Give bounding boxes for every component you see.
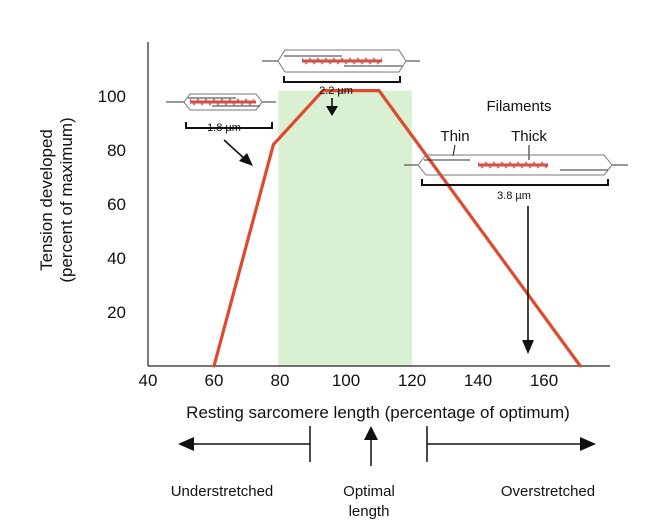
optimal-label-line1: Optimal bbox=[343, 483, 395, 500]
overstretched-label: Overstretched bbox=[501, 483, 595, 500]
x-axis-label: Resting sarcomere length (percentage of … bbox=[186, 403, 570, 422]
tension-point bbox=[377, 89, 381, 93]
y-tick-label: 20 bbox=[107, 303, 126, 322]
tension-point bbox=[578, 364, 582, 368]
tension-point bbox=[212, 364, 216, 368]
arrow-to-curve-long bbox=[522, 206, 534, 354]
tension-point bbox=[271, 143, 275, 147]
x-tick-label: 60 bbox=[205, 371, 224, 390]
y-tick-label: 100 bbox=[98, 87, 126, 106]
x-tick-label: 160 bbox=[530, 371, 558, 390]
understretched-arrow bbox=[178, 426, 311, 462]
arrow-to-curve-short bbox=[223, 139, 253, 166]
sarcomere-long-label: 3.8 µm bbox=[497, 190, 531, 202]
thick-filament-label: Thick bbox=[511, 128, 547, 145]
sarcomere-optimal-diagram bbox=[262, 49, 420, 83]
tension-point bbox=[321, 89, 325, 93]
y-tick-label: 60 bbox=[107, 195, 126, 214]
y-ticks: 20 40 60 80 100 bbox=[98, 87, 126, 322]
y-axis-label-line1: Tension developed bbox=[37, 129, 56, 271]
x-tick-label: 80 bbox=[271, 371, 290, 390]
sarcomere-long-diagram bbox=[404, 144, 628, 186]
thin-filament-label: Thin bbox=[440, 128, 469, 145]
arrow-to-curve-optimal bbox=[326, 98, 338, 116]
tension-points bbox=[212, 89, 582, 368]
understretched-label: Understretched bbox=[171, 483, 274, 500]
overstretched-arrow bbox=[426, 426, 596, 462]
optimal-label-line2: length bbox=[349, 503, 390, 520]
x-tick-label: 40 bbox=[139, 371, 158, 390]
y-tick-label: 80 bbox=[107, 141, 126, 160]
y-axis-label-line2: (percent of maximum) bbox=[57, 117, 76, 282]
filaments-title: Filaments bbox=[486, 98, 551, 115]
sarcomere-optimal-label: 2.2 µm bbox=[319, 85, 353, 97]
x-tick-label: 100 bbox=[332, 371, 360, 390]
x-ticks: 40 60 80 100 120 140 160 bbox=[139, 371, 559, 390]
sarcomere-short-diagram bbox=[166, 93, 276, 129]
y-tick-label: 40 bbox=[107, 249, 126, 268]
x-tick-label: 120 bbox=[398, 371, 426, 390]
optimal-arrow bbox=[364, 426, 378, 466]
optimal-band bbox=[278, 90, 412, 366]
sarcomere-short-label: 1.8 µm bbox=[207, 122, 241, 134]
x-tick-label: 140 bbox=[464, 371, 492, 390]
